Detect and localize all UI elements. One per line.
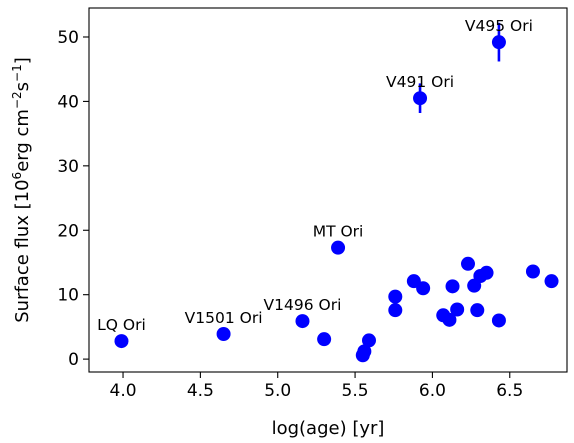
y-tick-label: 10 xyxy=(57,286,79,306)
data-point xyxy=(388,303,403,318)
data-point xyxy=(357,344,372,359)
y-tick-label: 20 xyxy=(57,221,79,241)
point-annotation: V1496 Ori xyxy=(264,296,342,314)
x-tick-label: 5.0 xyxy=(264,381,291,401)
data-point xyxy=(479,265,494,280)
data-point xyxy=(525,264,540,279)
data-point xyxy=(442,312,457,327)
data-point xyxy=(114,334,129,349)
data-point xyxy=(295,314,310,329)
x-axis-label: log(age) [yr] xyxy=(272,418,385,439)
data-point xyxy=(317,332,332,347)
x-tick-label: 6.5 xyxy=(496,381,523,401)
x-tick-label: 6.0 xyxy=(419,381,446,401)
data-point xyxy=(331,240,346,255)
y-tick-label: 40 xyxy=(57,92,79,112)
data-point xyxy=(460,256,475,271)
x-tick-label: 5.5 xyxy=(342,381,369,401)
data-point xyxy=(216,326,231,341)
point-annotation: V495 Ori xyxy=(465,17,533,35)
data-point xyxy=(413,91,428,106)
data-point xyxy=(470,303,485,318)
data-point xyxy=(491,313,506,328)
data-point xyxy=(361,333,376,348)
x-axis-ticks: 4.0 4.5 5.0 5.5 6.0 6.5 xyxy=(110,372,523,401)
point-annotation: V1501 Ori xyxy=(185,309,263,327)
data-point xyxy=(491,35,506,50)
data-point xyxy=(544,274,559,289)
y-axis-label: Surface flux [106erg cm−2s−1] xyxy=(10,57,33,323)
plot-frame xyxy=(88,7,568,373)
y-tick-label: 30 xyxy=(57,157,79,177)
x-tick-label: 4.5 xyxy=(187,381,214,401)
x-tick-label: 4.0 xyxy=(110,381,137,401)
y-tick-label: 50 xyxy=(57,28,79,48)
point-annotation: V491 Ori xyxy=(386,73,454,91)
data-point xyxy=(445,279,460,294)
point-annotation: LQ Ori xyxy=(97,316,146,334)
y-tick-label: 0 xyxy=(68,350,79,370)
y-axis-ticks: 0 10 20 30 40 50 xyxy=(57,28,89,370)
data-point xyxy=(416,281,431,296)
point-annotation: MT Ori xyxy=(313,223,364,241)
data-point xyxy=(450,302,465,317)
data-point xyxy=(388,289,403,304)
